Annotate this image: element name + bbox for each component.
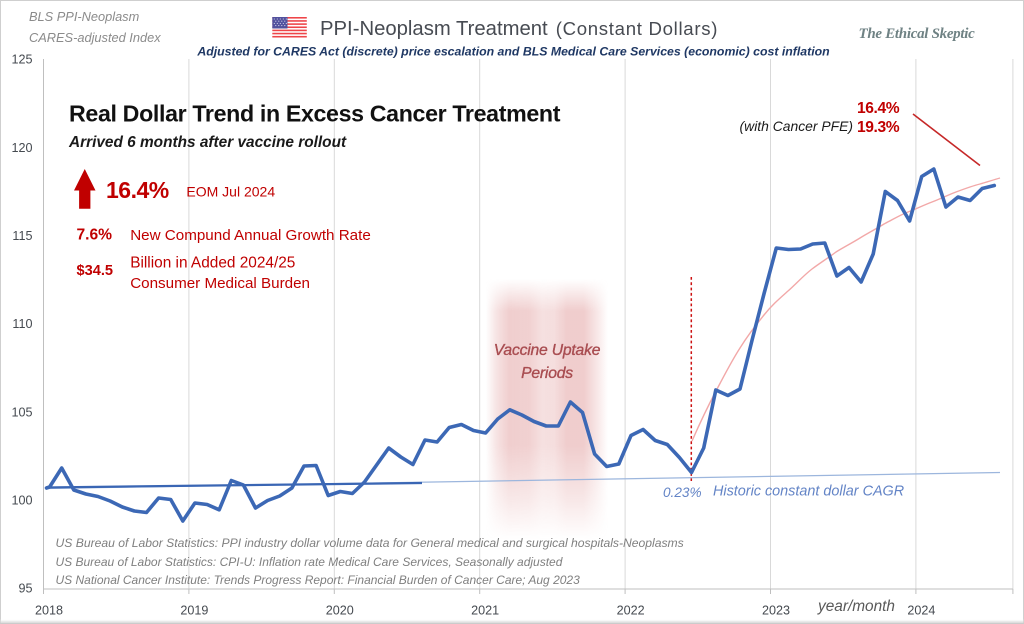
svg-text:US Bureau of Labor Statistics:: US Bureau of Labor Statistics: CPI-U: In… xyxy=(56,555,563,569)
svg-text:US National Cancer Institute:: US National Cancer Institute: Trends Pro… xyxy=(56,573,581,587)
svg-text:New Compund Annual Growth Rate: New Compund Annual Growth Rate xyxy=(130,227,371,244)
svg-text:BLS PPI-Neoplasm: BLS PPI-Neoplasm xyxy=(29,9,140,24)
svg-text:105: 105 xyxy=(11,405,32,419)
svg-text:Vaccine Uptake: Vaccine Uptake xyxy=(494,342,601,359)
svg-text:115: 115 xyxy=(12,229,32,243)
svg-text:PPI-Neoplasm Treatment(Constan: PPI-Neoplasm Treatment (Constant Dollars) xyxy=(320,18,718,40)
svg-text:(with Cancer PFE): (with Cancer PFE) xyxy=(740,118,853,134)
svg-text:Periods: Periods xyxy=(521,365,573,382)
svg-text:100: 100 xyxy=(11,494,32,508)
svg-text:7.6%: 7.6% xyxy=(77,227,113,244)
svg-text:2018: 2018 xyxy=(35,604,63,618)
svg-text:19.3%: 19.3% xyxy=(857,119,900,136)
svg-text:2019: 2019 xyxy=(180,604,208,618)
svg-text:The Ethical Skeptic: The Ethical Skeptic xyxy=(859,26,976,42)
svg-text:110: 110 xyxy=(12,317,32,331)
svg-text:Adjusted for CARES Act (discre: Adjusted for CARES Act (discrete) price … xyxy=(196,45,829,59)
svg-text:US Bureau of Labor Statistics:: US Bureau of Labor Statistics: PPI indus… xyxy=(56,536,684,550)
svg-text:125: 125 xyxy=(11,53,32,67)
svg-text:Consumer Medical Burden: Consumer Medical Burden xyxy=(130,275,310,292)
svg-text:EOM Jul 2024: EOM Jul 2024 xyxy=(186,183,275,199)
svg-text:2020: 2020 xyxy=(326,604,354,618)
svg-text:95: 95 xyxy=(18,582,32,596)
svg-text:Real Dollar Trend in Excess Ca: Real Dollar Trend in Excess Cancer Treat… xyxy=(69,101,561,127)
svg-text:CARES-adjusted Index: CARES-adjusted Index xyxy=(29,30,161,45)
svg-text:Billion in Added 2024/25: Billion in Added 2024/25 xyxy=(130,255,295,272)
svg-text:Historic constant dollar CAGR: Historic constant dollar CAGR xyxy=(713,484,904,500)
svg-text:$34.5: $34.5 xyxy=(77,263,114,279)
svg-text:2023: 2023 xyxy=(762,604,790,618)
svg-text:2024: 2024 xyxy=(907,604,935,618)
svg-text:year/month: year/month xyxy=(817,598,895,615)
svg-text:120: 120 xyxy=(11,141,32,155)
svg-text:Arrived 6 months after vaccine: Arrived 6 months after vaccine rollout xyxy=(68,134,347,151)
svg-text:16.4%: 16.4% xyxy=(857,100,900,117)
svg-text:2021: 2021 xyxy=(471,604,499,618)
svg-text:2022: 2022 xyxy=(617,604,645,618)
svg-text:0.23%: 0.23% xyxy=(663,485,702,500)
svg-text:16.4%: 16.4% xyxy=(106,177,169,203)
